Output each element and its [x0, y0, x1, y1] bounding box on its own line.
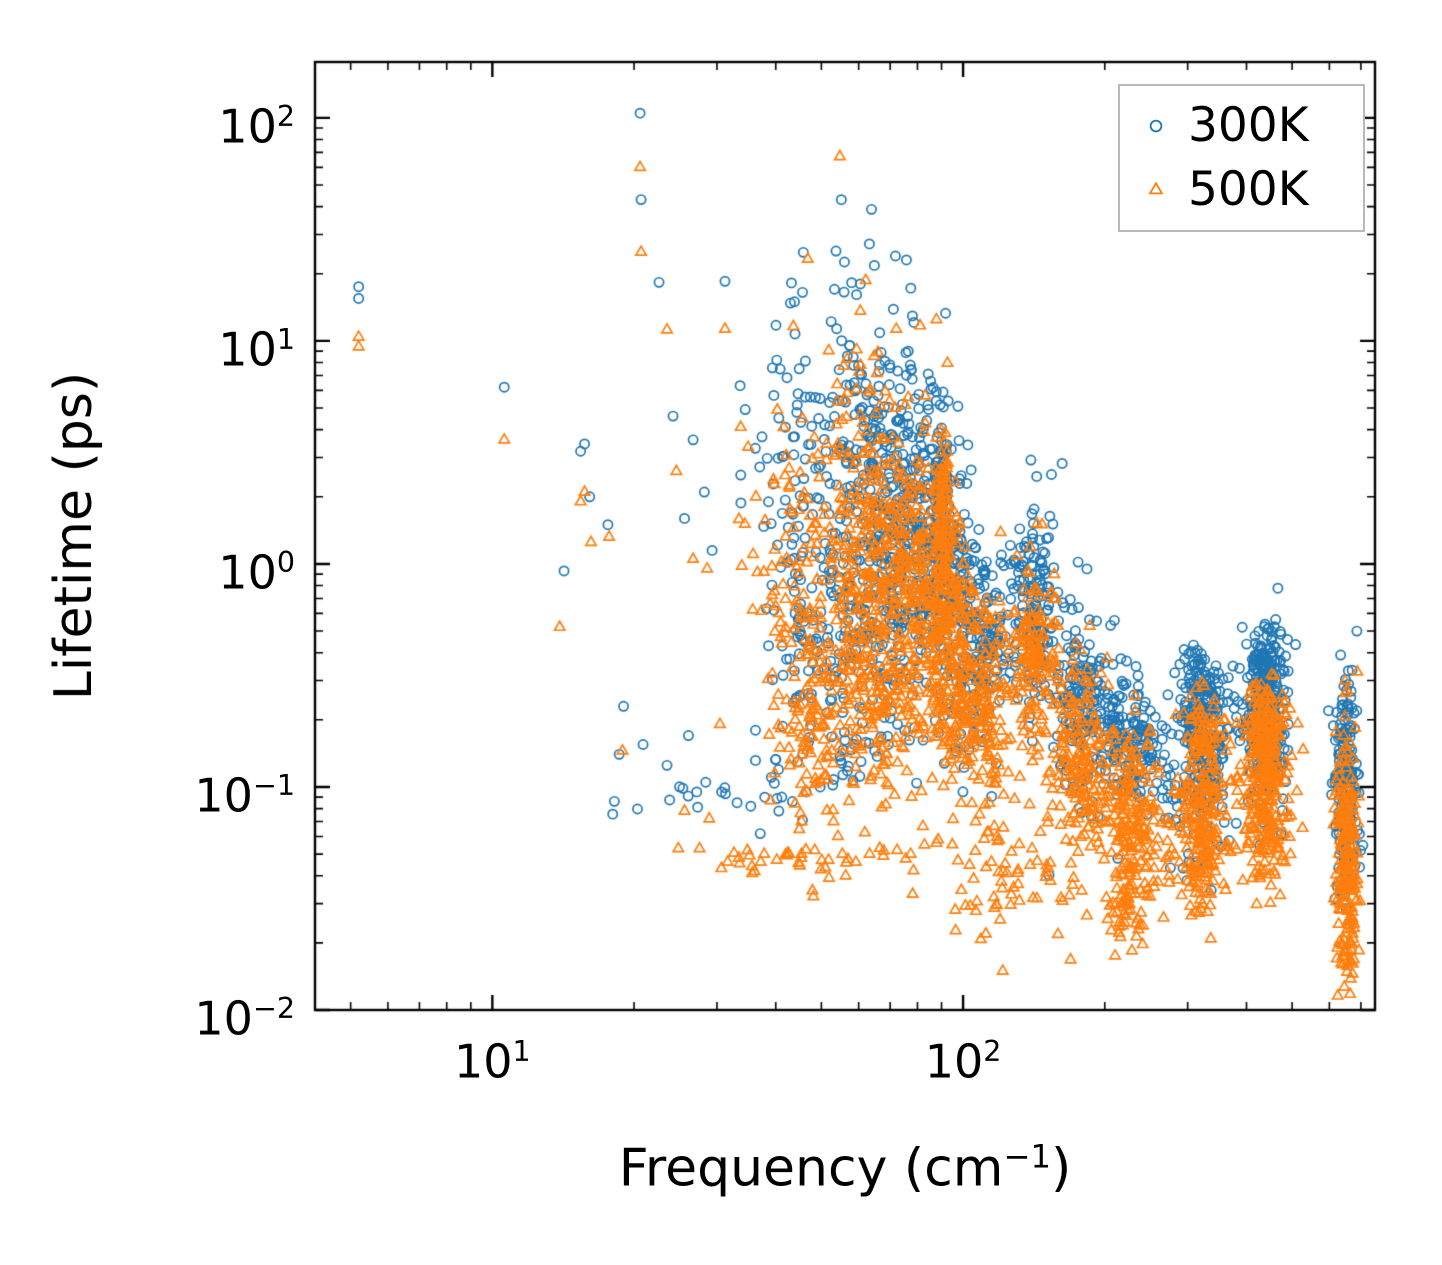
- circle-marker-icon: [1149, 119, 1163, 133]
- x-tick-label: 102: [924, 1034, 1002, 1089]
- legend: 300K 500K: [1118, 84, 1365, 232]
- y-tick-label: 10−1: [194, 768, 295, 823]
- y-tick-label: 101: [218, 322, 295, 377]
- y-axis-label-text: Lifetime (ps): [44, 371, 104, 701]
- x-axis-label-close: ): [1050, 1138, 1072, 1199]
- y-tick-label: 10−2: [194, 991, 295, 1046]
- y-tick-label: 100: [218, 545, 295, 600]
- y-tick-label: 102: [218, 99, 295, 154]
- legend-label-300k: 300K: [1188, 98, 1309, 153]
- x-axis-label-text: Frequency (cm: [618, 1138, 1004, 1199]
- legend-entry-300k: 300K: [1120, 100, 1363, 152]
- x-axis-label: Frequency (cm−1): [619, 1137, 1072, 1198]
- triangle-marker-icon: [1148, 181, 1164, 195]
- legend-label-500k: 500K: [1188, 162, 1309, 217]
- y-axis-label: Lifetime (ps): [44, 372, 104, 700]
- x-axis-label-exponent: −1: [1003, 1137, 1051, 1176]
- legend-entry-500k: 500K: [1120, 164, 1363, 216]
- x-tick-label: 101: [453, 1034, 531, 1089]
